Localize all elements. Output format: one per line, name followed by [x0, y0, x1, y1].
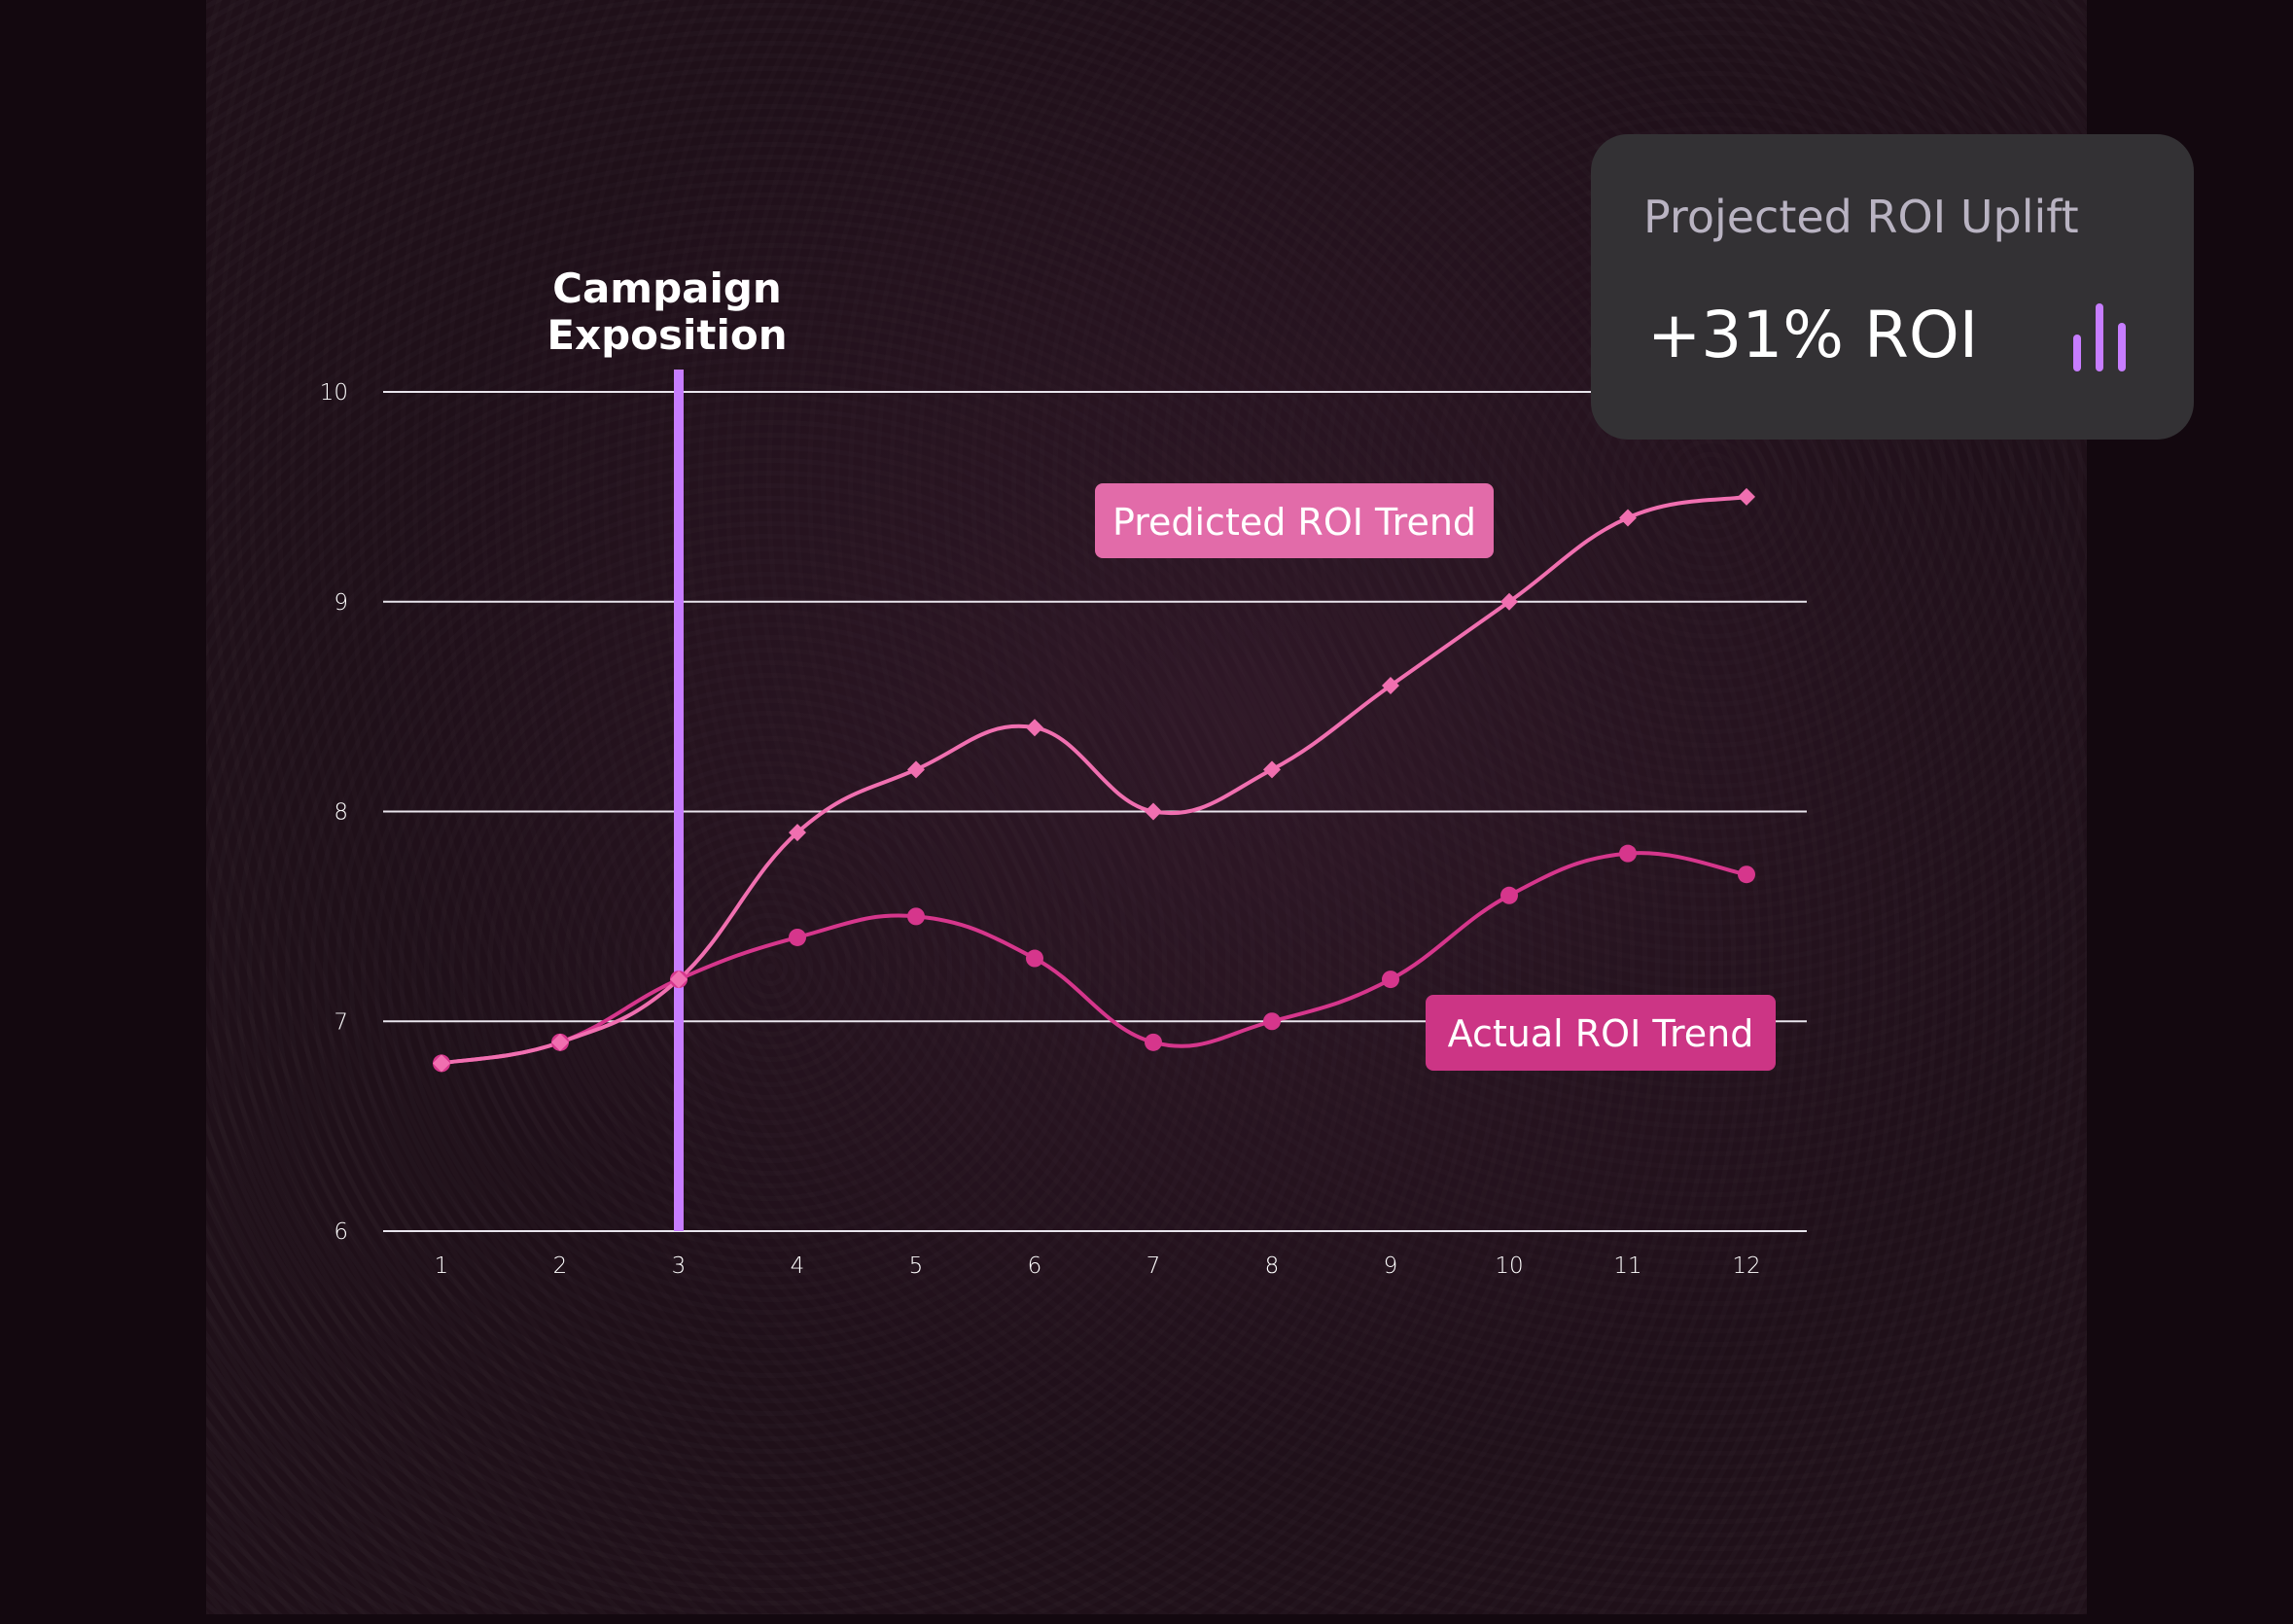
predicted-roi-line [441, 494, 1747, 1066]
campaign-annotation: Campaign Exposition [547, 265, 787, 359]
y-tick-label: 7 [334, 1009, 348, 1035]
campaign-marker-line [674, 370, 684, 1231]
actual-label-background [1426, 995, 1776, 1071]
series-lines [441, 494, 1747, 1066]
predicted-point [1382, 677, 1399, 695]
predicted-point [1026, 719, 1043, 737]
predicted-point [789, 824, 806, 842]
predicted-point [1738, 487, 1755, 506]
predicted-point [1263, 760, 1281, 779]
actual-point [1263, 1012, 1281, 1031]
actual-point [1738, 865, 1755, 884]
icon-bar-right [2118, 323, 2126, 371]
predicted-point [1145, 802, 1162, 821]
x-tick-label: 9 [1384, 1253, 1398, 1279]
icon-bar-left [2073, 335, 2081, 371]
predicted-point [551, 1033, 569, 1051]
actual-roi-line [441, 851, 1747, 1066]
annotation-line-1: Campaign [552, 265, 782, 312]
x-tick-label: 3 [672, 1253, 687, 1279]
predicted-label-background [1095, 483, 1494, 558]
predicted-series-label: Predicted ROI Trend [1112, 501, 1476, 544]
y-tick-label: 8 [334, 800, 348, 826]
x-tick-label: 6 [1028, 1253, 1042, 1279]
annotation-line-2: Exposition [547, 311, 787, 359]
y-tick-label: 10 [320, 380, 348, 406]
icon-bar-middle [2096, 303, 2103, 371]
bar-chart-icon [2073, 303, 2126, 371]
x-tick-label: 8 [1265, 1253, 1280, 1279]
x-tick-label: 10 [1495, 1253, 1523, 1279]
series-labels: Predicted ROI Trend Actual ROI Trend [1095, 483, 1776, 1071]
predicted-point [1619, 509, 1637, 527]
kpi-title: Projected ROI Uplift [1643, 191, 2079, 243]
actual-point [1382, 971, 1399, 989]
actual-point [1145, 1033, 1162, 1051]
x-tick-label: 12 [1732, 1253, 1760, 1279]
y-tick-label: 6 [334, 1219, 348, 1245]
predicted-point [1500, 592, 1518, 611]
actual-point [789, 928, 806, 946]
x-tick-label: 4 [791, 1253, 805, 1279]
predicted-point [907, 760, 925, 779]
actual-point [907, 907, 925, 926]
x-tick-label: 7 [1146, 1253, 1161, 1279]
roi-uplift-card: Projected ROI Uplift +31% ROI [1591, 134, 2194, 440]
y-tick-label: 9 [334, 590, 348, 616]
actual-point [1026, 949, 1043, 968]
x-tick-label: 5 [909, 1253, 924, 1279]
actual-series-label: Actual ROI Trend [1448, 1012, 1754, 1055]
actual-point [1619, 844, 1637, 863]
predicted-point [433, 1054, 450, 1073]
series-points [433, 487, 1755, 1073]
predicted-point [670, 971, 688, 989]
x-axis-ticks: 1 2 3 4 5 6 7 8 9 10 11 12 [435, 1253, 1761, 1279]
x-tick-label: 2 [553, 1253, 568, 1279]
campaign-marker [674, 370, 684, 1231]
kpi-value: +31% ROI [1647, 298, 1979, 372]
x-tick-label: 1 [435, 1253, 449, 1279]
y-axis-ticks: 6 7 8 9 10 [320, 380, 348, 1245]
actual-point [1500, 886, 1518, 904]
x-tick-label: 11 [1613, 1253, 1641, 1279]
